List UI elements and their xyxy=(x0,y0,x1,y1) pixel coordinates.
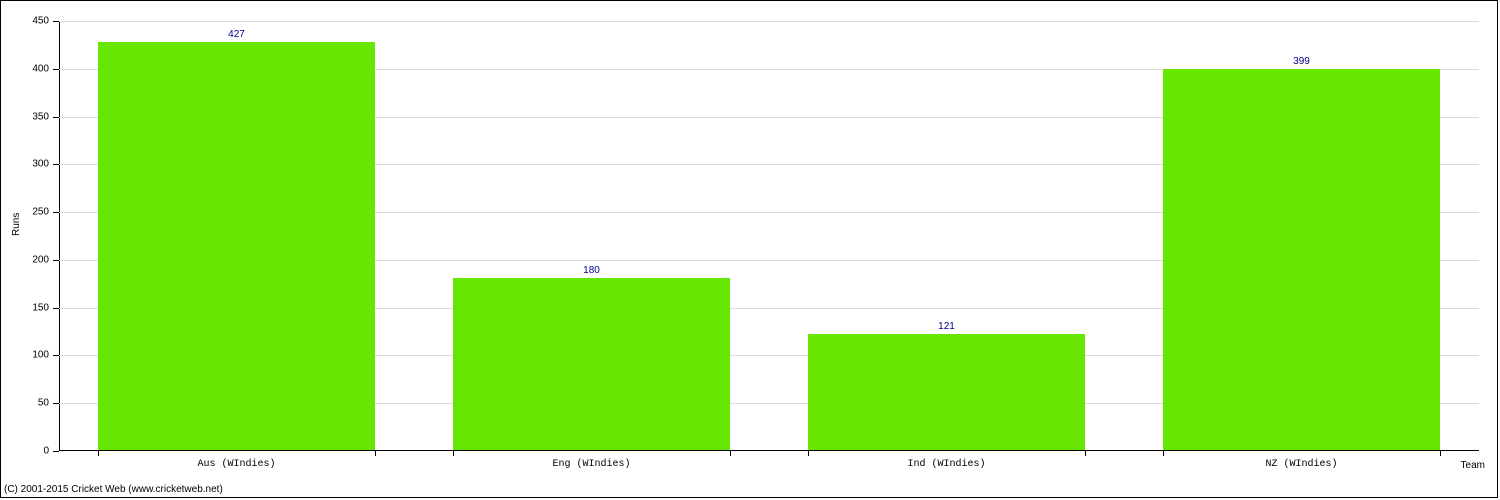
x-tick xyxy=(808,451,809,456)
y-tick-label: 50 xyxy=(9,398,49,409)
x-axis-title: Team xyxy=(1461,460,1485,471)
bar xyxy=(453,278,730,450)
x-tick xyxy=(98,451,99,456)
y-tick-label: 400 xyxy=(9,63,49,74)
y-tick-label: 200 xyxy=(9,254,49,265)
y-tick xyxy=(53,355,59,356)
y-tick xyxy=(53,117,59,118)
y-tick-label: 0 xyxy=(9,446,49,457)
x-axis-line xyxy=(59,450,1479,451)
bar xyxy=(1163,69,1440,450)
bar-value-label: 399 xyxy=(1293,56,1310,67)
bar xyxy=(98,42,375,450)
x-tick-label: Ind (WIndies) xyxy=(907,459,985,470)
y-tick-label: 450 xyxy=(9,16,49,27)
y-tick-label: 100 xyxy=(9,350,49,361)
bar-value-label: 427 xyxy=(228,29,245,40)
bar-value-label: 180 xyxy=(583,265,600,276)
chart-frame: 427 Aus (WIndies) 180 Eng (WIndies) 121 Ind (… xyxy=(0,0,1498,498)
footer-copyright: (C) 2001-2015 Cricket Web (www.cricketwe… xyxy=(4,484,223,495)
x-tick xyxy=(1085,451,1086,456)
x-tick xyxy=(453,451,454,456)
y-tick xyxy=(53,69,59,70)
y-axis-line xyxy=(59,21,60,451)
x-tick-label: Aus (WIndies) xyxy=(197,459,275,470)
y-tick xyxy=(53,260,59,261)
y-tick xyxy=(53,212,59,213)
grid-line xyxy=(59,21,1479,22)
x-tick-label: Eng (WIndies) xyxy=(552,459,630,470)
bar xyxy=(808,334,1085,450)
plot-area: 427Aus (WIndies)180Eng (WIndies)121Ind (… xyxy=(59,21,1479,451)
x-tick-label: NZ (WIndies) xyxy=(1265,459,1337,470)
x-tick xyxy=(375,451,376,456)
bar-value-label: 121 xyxy=(938,321,955,332)
y-tick-label: 350 xyxy=(9,111,49,122)
x-tick xyxy=(730,451,731,456)
x-tick xyxy=(1163,451,1164,456)
y-tick xyxy=(53,21,59,22)
y-tick xyxy=(53,308,59,309)
y-tick-label: 250 xyxy=(9,207,49,218)
y-tick xyxy=(53,403,59,404)
y-tick-label: 300 xyxy=(9,159,49,170)
y-tick xyxy=(53,451,59,452)
y-tick-label: 150 xyxy=(9,302,49,313)
y-tick xyxy=(53,164,59,165)
x-tick xyxy=(1440,451,1441,456)
